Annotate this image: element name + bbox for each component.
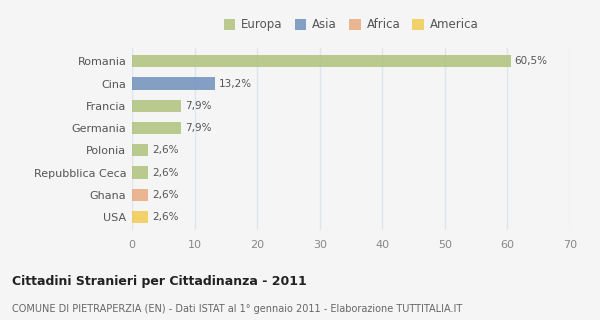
Text: 2,6%: 2,6% bbox=[152, 145, 179, 155]
Text: COMUNE DI PIETRAPERZIA (EN) - Dati ISTAT al 1° gennaio 2011 - Elaborazione TUTTI: COMUNE DI PIETRAPERZIA (EN) - Dati ISTAT… bbox=[12, 304, 462, 314]
Text: 60,5%: 60,5% bbox=[514, 56, 547, 66]
Bar bbox=[132, 122, 181, 134]
Bar bbox=[132, 77, 215, 90]
Text: 2,6%: 2,6% bbox=[152, 212, 179, 222]
Text: Cittadini Stranieri per Cittadinanza - 2011: Cittadini Stranieri per Cittadinanza - 2… bbox=[12, 275, 307, 288]
Legend: Europa, Asia, Africa, America: Europa, Asia, Africa, America bbox=[219, 14, 483, 36]
Bar bbox=[132, 100, 181, 112]
Bar bbox=[132, 211, 148, 223]
Text: 2,6%: 2,6% bbox=[152, 168, 179, 178]
Bar bbox=[132, 166, 148, 179]
Text: 7,9%: 7,9% bbox=[185, 123, 212, 133]
Text: 13,2%: 13,2% bbox=[218, 79, 251, 89]
Text: 2,6%: 2,6% bbox=[152, 190, 179, 200]
Bar bbox=[132, 189, 148, 201]
Text: 7,9%: 7,9% bbox=[185, 101, 212, 111]
Bar bbox=[132, 55, 511, 68]
Bar bbox=[132, 144, 148, 156]
